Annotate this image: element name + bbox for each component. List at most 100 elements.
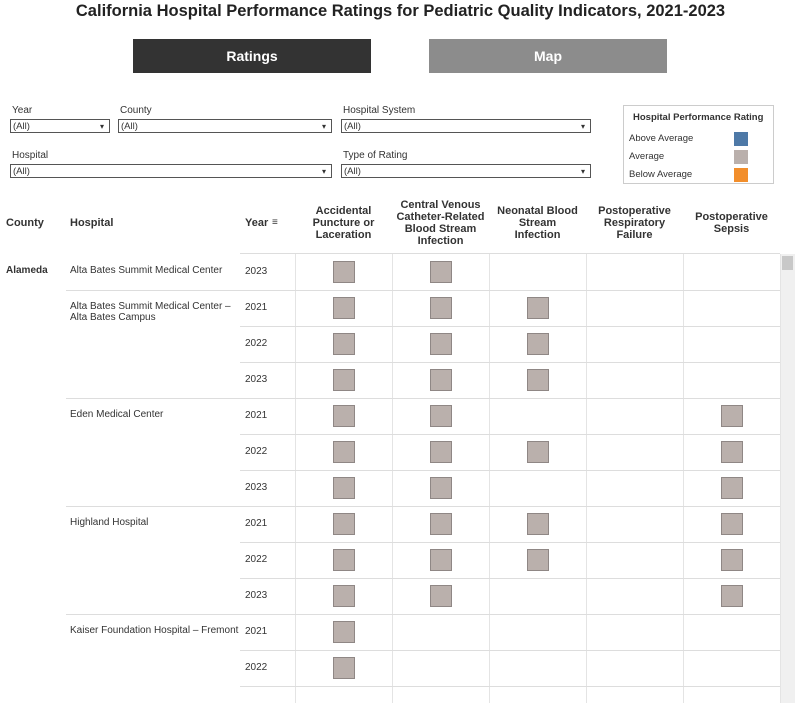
rating-mark[interactable]: [332, 405, 355, 427]
column-header: Hospital: [70, 217, 114, 229]
filter-label: Hospital System: [343, 105, 416, 116]
filter-label: Type of Rating: [343, 150, 408, 161]
scrollbar[interactable]: [780, 254, 795, 703]
header-rule: [240, 253, 780, 254]
legend-title: Hospital Performance Rating: [633, 112, 764, 123]
column-rule: [489, 254, 490, 703]
hospital-name: Alta Bates Summit Medical Center – Alta …: [70, 301, 231, 323]
filter-label: Hospital: [12, 150, 49, 161]
filter-dropdown[interactable]: (All): [10, 164, 332, 179]
rating-mark[interactable]: [429, 441, 452, 463]
column-header: County: [6, 217, 44, 229]
filter-dropdown[interactable]: (All): [10, 119, 110, 134]
legend-swatch: [734, 168, 748, 182]
rating-mark[interactable]: [332, 549, 355, 571]
group-rule: [66, 290, 780, 291]
rating-mark[interactable]: [332, 585, 355, 607]
indicator-header: Postoperative Respiratory Failure: [598, 205, 671, 241]
year: 2021: [245, 626, 268, 637]
legend-label: Average: [629, 151, 665, 162]
rating-mark[interactable]: [332, 513, 355, 535]
rating-mark[interactable]: [720, 549, 743, 571]
rating-mark[interactable]: [332, 261, 355, 283]
rating-mark[interactable]: [526, 369, 549, 391]
filter-dropdown[interactable]: (All): [341, 164, 591, 179]
rating-mark[interactable]: [429, 369, 452, 391]
hospital-name: Alta Bates Summit Medical Center: [70, 265, 223, 276]
year: 2022: [245, 338, 268, 349]
rating-mark[interactable]: [526, 333, 549, 355]
year: 2021: [245, 410, 268, 421]
row-rule: [240, 650, 780, 651]
rating-mark[interactable]: [332, 477, 355, 499]
hospital-name: Eden Medical Center: [70, 409, 164, 420]
filter-label: County: [120, 105, 152, 116]
year: 2021: [245, 518, 268, 529]
scroll-thumb[interactable]: [782, 256, 793, 270]
rating-mark[interactable]: [332, 333, 355, 355]
row-rule: [240, 578, 780, 579]
year: 2022: [245, 662, 268, 673]
rating-mark[interactable]: [332, 621, 355, 643]
tab[interactable]: Ratings: [133, 39, 371, 73]
year: 2022: [245, 446, 268, 457]
filter-dropdown[interactable]: (All): [341, 119, 591, 134]
indicator-header: Postoperative Sepsis: [695, 211, 768, 235]
row-rule: [240, 362, 780, 363]
rating-mark[interactable]: [429, 261, 452, 283]
rating-mark[interactable]: [720, 477, 743, 499]
rating-mark[interactable]: [720, 441, 743, 463]
year: 2021: [245, 302, 268, 313]
indicator-header: Neonatal Blood Stream Infection: [497, 205, 578, 241]
rating-mark[interactable]: [429, 549, 452, 571]
filter-label: Year: [12, 105, 33, 116]
column-rule: [586, 254, 587, 703]
row-rule: [240, 326, 780, 327]
county-name: Alameda: [6, 265, 48, 276]
rating-mark[interactable]: [332, 369, 355, 391]
legend: Hospital Performance Rating Above Averag…: [623, 105, 774, 184]
row-rule: [240, 470, 780, 471]
filter-dropdown[interactable]: (All): [118, 119, 332, 134]
column-rule: [392, 254, 393, 703]
year: 2023: [245, 590, 268, 601]
year: 2023: [245, 482, 268, 493]
hospital-name: Highland Hospital: [70, 517, 149, 528]
rating-mark[interactable]: [526, 297, 549, 319]
column-rule: [683, 254, 684, 703]
tab[interactable]: Map: [429, 39, 667, 73]
rating-mark[interactable]: [429, 585, 452, 607]
rating-mark[interactable]: [526, 549, 549, 571]
rating-mark[interactable]: [429, 477, 452, 499]
rating-mark[interactable]: [720, 585, 743, 607]
group-rule: [66, 398, 780, 399]
row-rule: [240, 434, 780, 435]
group-rule: [66, 614, 780, 615]
column-header[interactable]: Year: [245, 217, 269, 229]
rating-mark[interactable]: [429, 405, 452, 427]
indicator-header: Accidental Puncture or Laceration: [312, 205, 375, 241]
legend-label: Below Average: [629, 169, 693, 180]
year: 2022: [245, 554, 268, 565]
rating-mark[interactable]: [526, 441, 549, 463]
rating-mark[interactable]: [332, 657, 355, 679]
column-rule: [295, 254, 296, 703]
rating-mark[interactable]: [526, 513, 549, 535]
title: California Hospital Performance Ratings …: [75, 2, 726, 20]
year: 2023: [245, 374, 268, 385]
rating-mark[interactable]: [720, 513, 743, 535]
rating-mark[interactable]: [720, 405, 743, 427]
indicator-header: Central Venous Catheter-Related Blood St…: [396, 199, 485, 247]
column-rule: [780, 254, 781, 703]
rating-mark[interactable]: [429, 297, 452, 319]
sort-icon: ≡: [272, 217, 278, 228]
rating-mark[interactable]: [429, 333, 452, 355]
rating-mark[interactable]: [332, 297, 355, 319]
rating-mark[interactable]: [429, 513, 452, 535]
rating-mark[interactable]: [332, 441, 355, 463]
year: 2023: [245, 266, 268, 277]
legend-swatch: [734, 132, 748, 146]
legend-label: Above Average: [629, 133, 694, 144]
group-rule: [66, 506, 780, 507]
